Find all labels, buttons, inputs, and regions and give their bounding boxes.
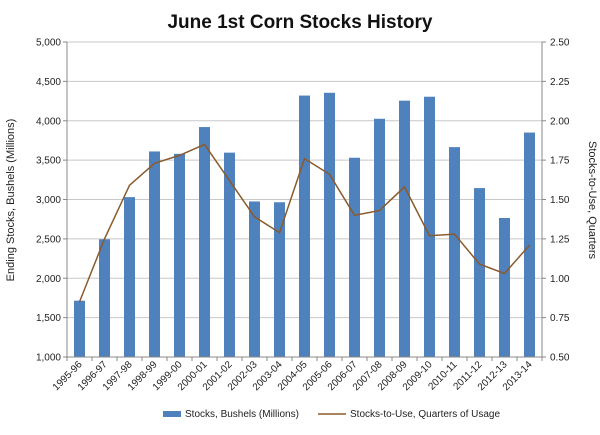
left-tick-label: 3,000 <box>36 195 61 206</box>
legend: Stocks, Bushels (Millions) Stocks-to-Use… <box>163 409 500 420</box>
right-axis-title: Stocks-to-Use, Quarters <box>586 141 598 259</box>
legend-bar-swatch <box>163 411 181 417</box>
bar-1999-00 <box>174 153 185 357</box>
bar-2008-09 <box>399 100 410 357</box>
bar-2006-07 <box>349 157 360 357</box>
bar-1996-97 <box>99 239 110 357</box>
bar-1998-99 <box>149 151 160 357</box>
left-axis-ticks: 1,000 1,500 2,000 2,500 3,000 3,500 4,000 4,500… <box>36 38 67 364</box>
bar-2011-12 <box>474 188 485 357</box>
legend-bar-label: Stocks, Bushels (Millions) <box>185 409 299 420</box>
bar-2009-10 <box>424 96 435 357</box>
line-series <box>78 143 531 303</box>
bar-2012-13 <box>499 218 510 357</box>
bar-2010-11 <box>449 147 460 357</box>
bar-2001-02 <box>224 152 235 357</box>
left-tick-label: 5,000 <box>36 38 61 49</box>
x-axis-ticks: 1995-961996-971997-981998-991999-002000-… <box>51 357 543 393</box>
right-tick-label: 2.00 <box>550 116 570 127</box>
bar-2007-08 <box>374 118 385 357</box>
bar-1995-96 <box>74 300 85 357</box>
right-tick-label: 0.75 <box>550 313 570 324</box>
bar-series <box>74 92 535 358</box>
bar-2002-03 <box>249 201 260 357</box>
right-tick-label: 0.50 <box>550 353 570 364</box>
bar-1997-98 <box>124 197 135 357</box>
right-tick-label: 2.25 <box>550 77 570 88</box>
bar-2004-05 <box>299 95 310 358</box>
right-tick-label: 1.50 <box>550 195 570 206</box>
left-tick-label: 4,500 <box>36 77 61 88</box>
right-axis-ticks: 0.50 0.75 1.00 1.25 1.50 1.75 2.00 2.25 2.50 <box>542 38 570 364</box>
left-tick-label: 4,000 <box>36 116 61 127</box>
left-tick-label: 2,500 <box>36 234 61 245</box>
left-tick-label: 3,500 <box>36 156 61 167</box>
right-tick-label: 2.50 <box>550 38 570 49</box>
stocks-to-use-line <box>78 143 531 303</box>
legend-line-label: Stocks-to-Use, Quarters of Usage <box>350 409 500 420</box>
right-tick-label: 1.75 <box>550 156 570 167</box>
bar-2003-04 <box>274 202 285 357</box>
bar-2000-01 <box>199 127 210 357</box>
left-axis-title: Ending Stocks, Bushels (Millions) <box>5 119 17 282</box>
right-tick-label: 1.25 <box>550 234 570 245</box>
left-tick-label: 2,000 <box>36 274 61 285</box>
left-tick-label: 1,000 <box>36 353 61 364</box>
bar-2005-06 <box>324 92 335 357</box>
bar-2013-14 <box>524 132 535 357</box>
chart-title: June 1st Corn Stocks History <box>167 12 432 33</box>
right-tick-label: 1.00 <box>550 274 570 285</box>
left-tick-label: 1,500 <box>36 313 61 324</box>
